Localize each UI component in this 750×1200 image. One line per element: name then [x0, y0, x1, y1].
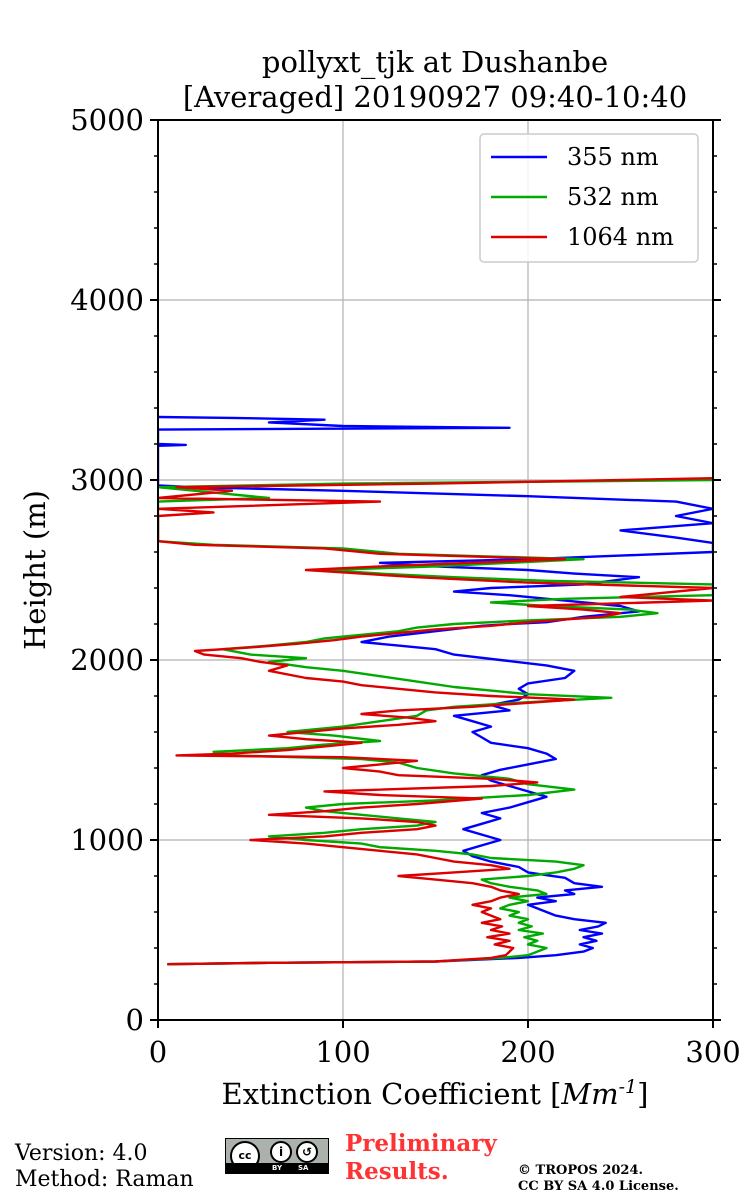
cc-bar: BY SA: [226, 1163, 328, 1173]
legend-label: 532 nm: [567, 183, 659, 211]
legend-box: [479, 133, 699, 263]
y-tick-label: 1000: [70, 823, 144, 857]
copyright-notice: © TROPOS 2024. CC BY SA 4.0 License.: [518, 1163, 679, 1195]
plot-frame: [157, 119, 714, 1021]
y-tick-label: 5000: [70, 103, 144, 137]
copyright-line1: © TROPOS 2024.: [518, 1163, 644, 1178]
series-layer: [158, 415, 713, 966]
y-tick-label: 2000: [70, 643, 144, 677]
legend-label: 1064 nm: [567, 223, 674, 251]
chart-title-line2: [Averaged] 20190927 09:40-10:40: [183, 80, 687, 114]
version-text: Version: 4.0: [15, 1141, 148, 1166]
method-text: Method: Raman: [15, 1167, 194, 1192]
chart-title-line1: pollyxt_tjk at Dushanbe: [262, 45, 608, 80]
share-alike-icon: ↺: [296, 1141, 318, 1163]
x-tick-label: 300: [685, 1035, 740, 1069]
x-tick-label: 200: [500, 1035, 555, 1069]
x-tick-label: 100: [315, 1035, 370, 1069]
extinction-profile-chart: pollyxt_tjk at Dushanbe [Averaged] 20190…: [18, 45, 741, 1111]
axis-ticks: [150, 119, 721, 1028]
x-tick-label: 0: [149, 1035, 167, 1069]
y-axis-label: Height (m): [18, 490, 52, 650]
copyright-line2: CC BY SA 4.0 License.: [518, 1179, 679, 1194]
y-tick-label: 0: [126, 1003, 144, 1037]
preliminary-line2: Results.: [345, 1158, 449, 1185]
y-tick-label: 3000: [70, 463, 144, 497]
attribution-icon: i: [270, 1141, 292, 1163]
preliminary-line1: Preliminary: [345, 1130, 497, 1157]
cc-license-badge: cc i ↺ BY SA: [225, 1138, 329, 1174]
cc-by-label: BY: [272, 1164, 283, 1172]
series-line-1064-nm: [158, 477, 713, 966]
legend-label: 355 nm: [567, 143, 659, 171]
legend: 355 nm 532 nm 1064 nm: [479, 133, 699, 263]
series-line-355-nm: [158, 415, 713, 966]
x-axis-label: Extinction Coefficient [Mm-1]: [222, 1076, 649, 1111]
cc-sa-label: SA: [298, 1164, 309, 1172]
preliminary-notice: Preliminary Results.: [345, 1130, 497, 1186]
y-tick-label: 4000: [70, 283, 144, 317]
